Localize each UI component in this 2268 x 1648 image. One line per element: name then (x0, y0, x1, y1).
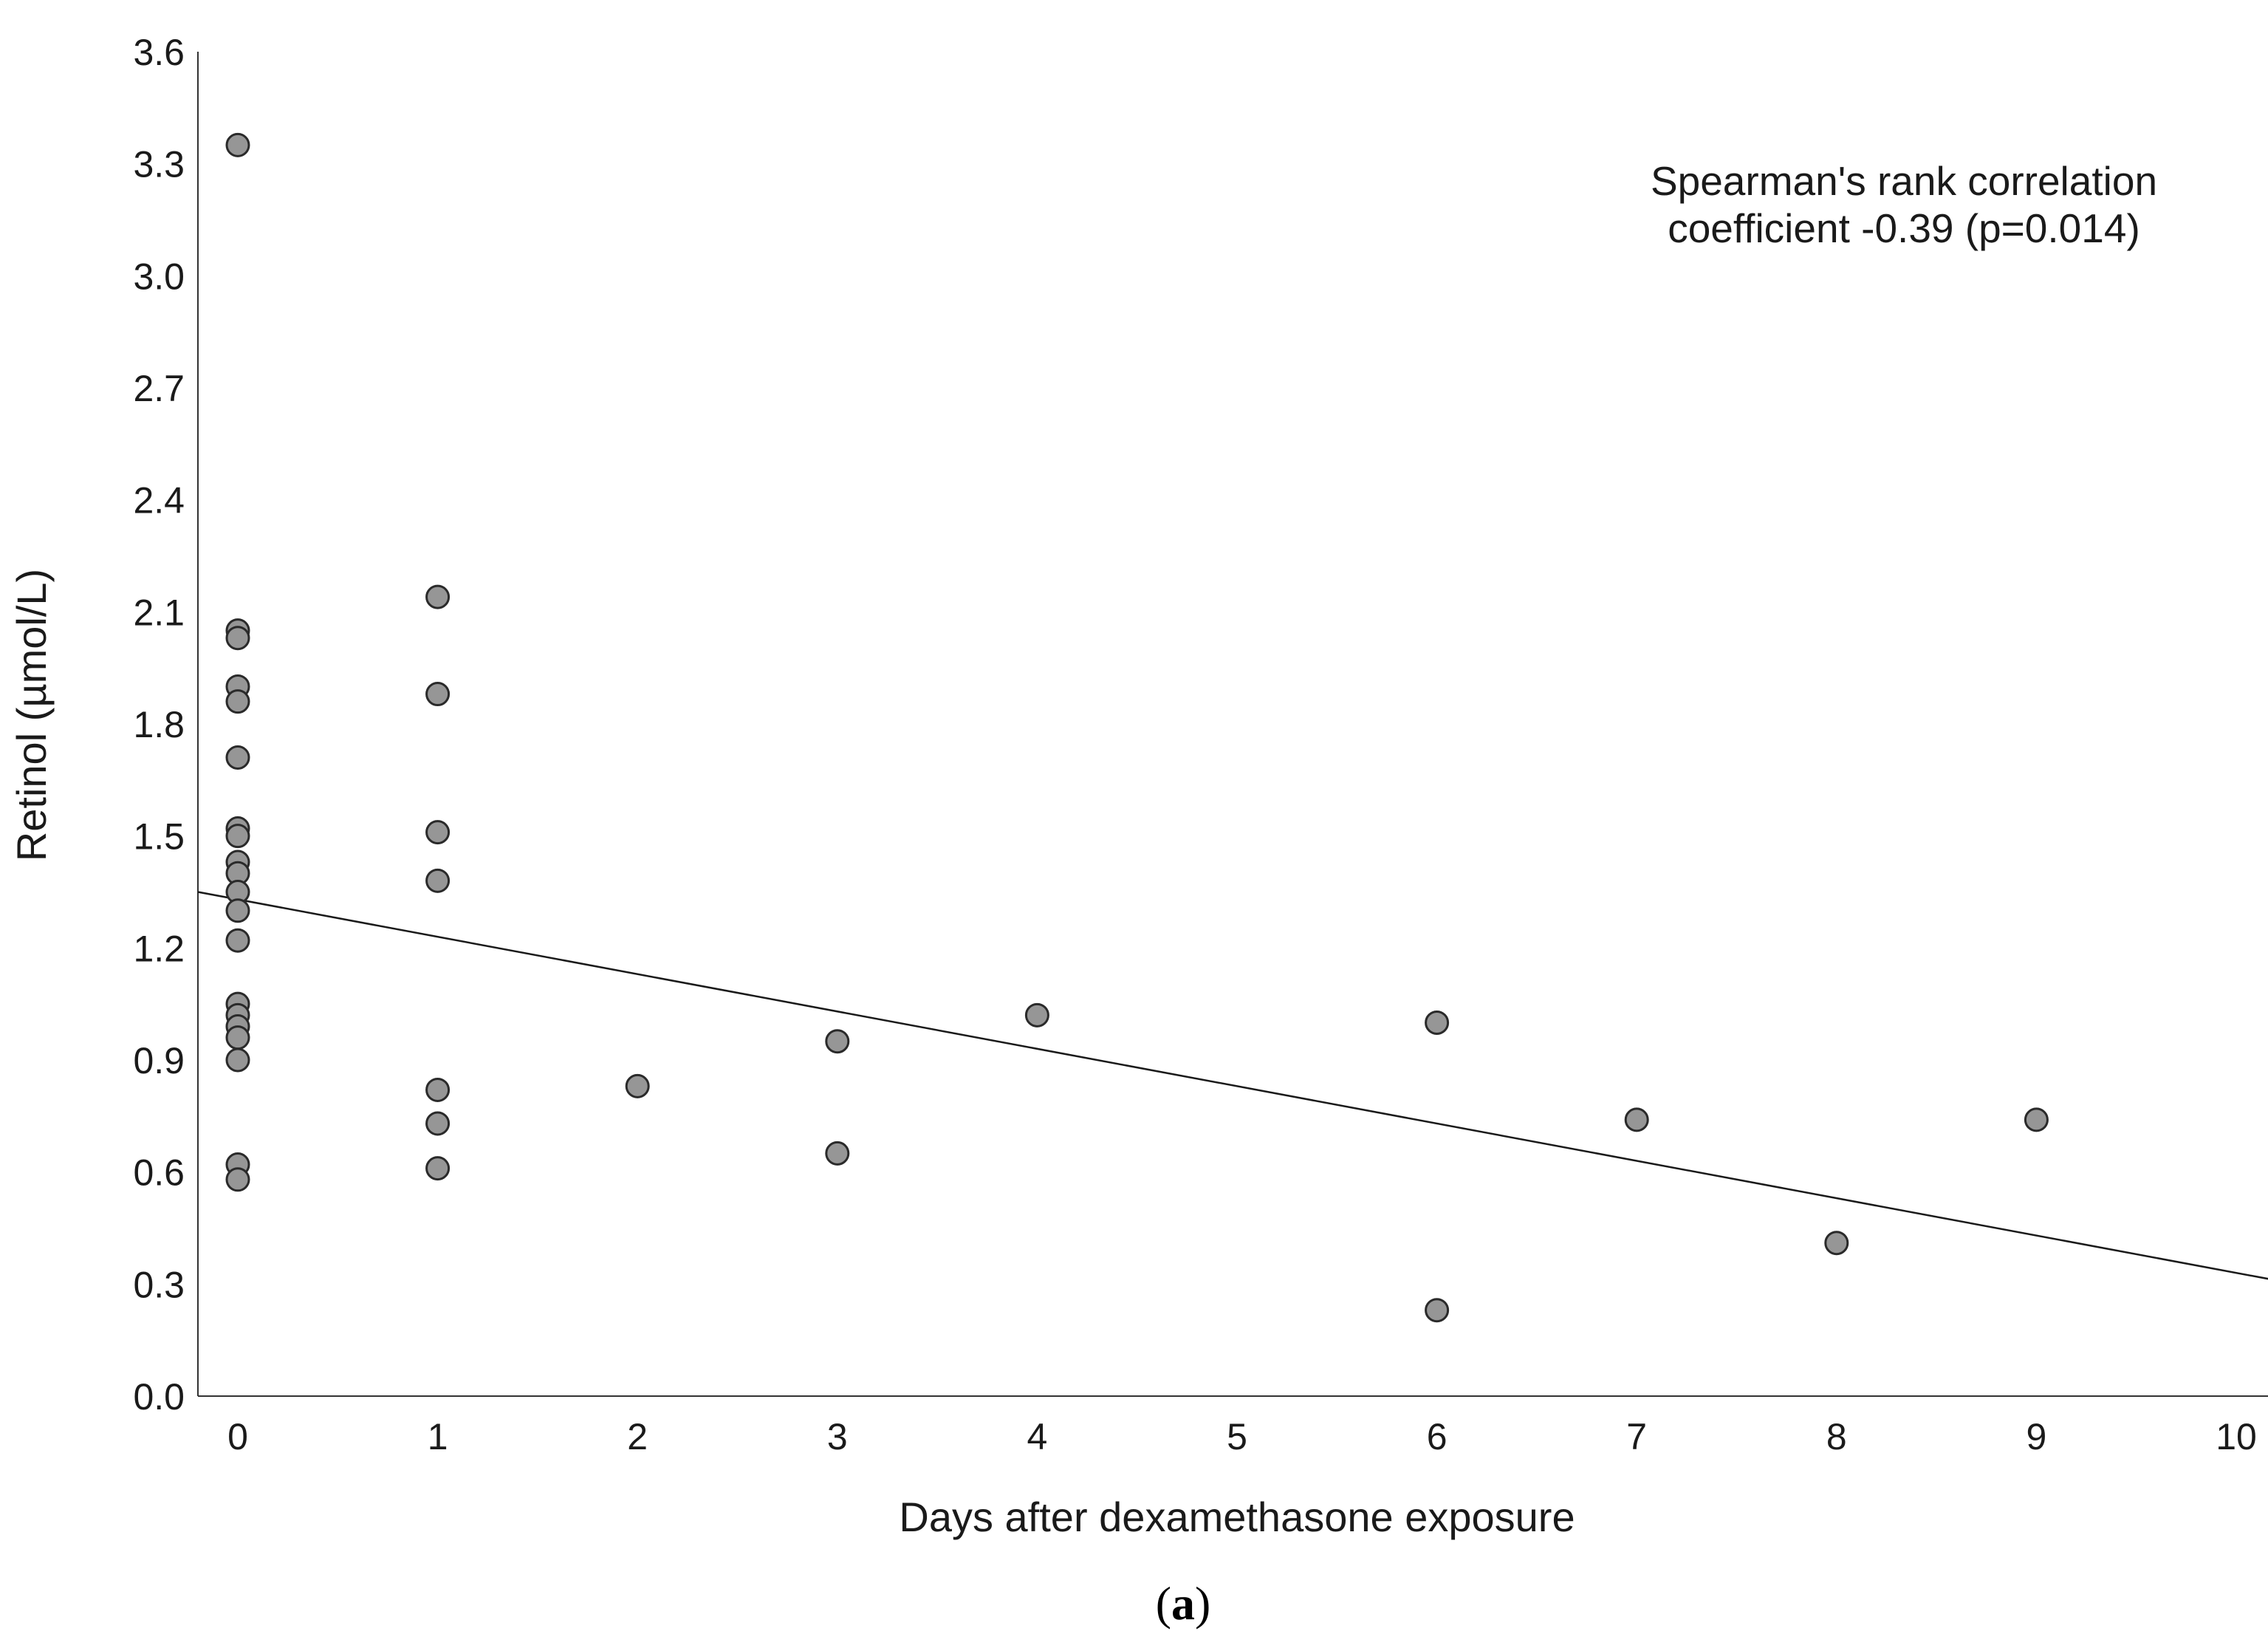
x-tick-label: 0 (227, 1416, 248, 1457)
data-point (425, 1077, 450, 1102)
x-axis-title: Days after dexamethasone exposure (899, 1494, 1575, 1540)
figure-caption: (a) (1156, 1577, 1211, 1630)
data-point (425, 1111, 450, 1136)
y-tick-label: 2.7 (133, 368, 185, 409)
data-point (225, 1047, 250, 1073)
data-point (1425, 1298, 1450, 1323)
y-tick-label: 1.5 (133, 816, 185, 858)
data-point (225, 824, 250, 849)
x-tick-labels: 0 1 2 3 4 5 6 7 8 9 10 (227, 1416, 2257, 1457)
x-tick-label: 2 (627, 1416, 648, 1457)
caption-close-paren: ) (1195, 1577, 1210, 1630)
data-point (825, 1029, 850, 1054)
data-point (225, 745, 250, 770)
y-tick-label: 0.6 (133, 1152, 185, 1194)
data-point (225, 928, 250, 953)
y-tick-label: 1.8 (133, 704, 185, 745)
x-tick-label: 1 (428, 1416, 448, 1457)
x-tick-label: 7 (1626, 1416, 1647, 1457)
data-point (825, 1141, 850, 1166)
caption-open-paren: ( (1156, 1577, 1171, 1630)
trend-line (197, 891, 2268, 1280)
data-point (1024, 1002, 1049, 1028)
data-point (425, 682, 450, 707)
x-tick-label: 10 (2216, 1416, 2257, 1457)
data-point (425, 584, 450, 609)
x-tick-label: 6 (1427, 1416, 1448, 1457)
data-point (425, 1156, 450, 1181)
x-tick-label: 5 (1227, 1416, 1247, 1457)
y-tick-label: 0.0 (133, 1376, 185, 1418)
y-tick-label: 2.4 (133, 480, 185, 522)
data-point (225, 898, 250, 923)
data-point (425, 820, 450, 845)
y-tick-label: 1.2 (133, 928, 185, 969)
y-tick-labels: 0.0 0.3 0.6 0.9 1.2 1.5 1.8 2.1 2.4 2.7 3.0 3.3 3.6 (133, 32, 185, 1418)
data-point (2024, 1107, 2049, 1132)
x-tick-label: 4 (1027, 1416, 1047, 1457)
data-point (1425, 1010, 1450, 1035)
correlation-annotation-line-2: coefficient -0.39 (p=0.014) (1668, 205, 2140, 251)
data-point (225, 689, 250, 714)
y-tick-label: 3.3 (133, 144, 185, 185)
x-tick-label: 8 (1826, 1416, 1847, 1457)
data-point (225, 1025, 250, 1050)
x-tick-label: 9 (2026, 1416, 2046, 1457)
data-point (425, 868, 450, 893)
y-tick-label: 2.1 (133, 592, 185, 633)
y-tick-label: 0.3 (133, 1264, 185, 1305)
data-point (225, 626, 250, 651)
data-point (1824, 1231, 1849, 1256)
data-point (225, 132, 250, 157)
y-tick-label: 3.0 (133, 256, 185, 297)
data-point (225, 1167, 250, 1192)
data-points (225, 132, 2049, 1323)
y-axis-title: Retinol (µmol/L) (8, 569, 55, 861)
data-point (1624, 1107, 1649, 1132)
correlation-annotation-line-1: Spearman's rank correlation (1651, 158, 2157, 204)
y-tick-label: 3.6 (133, 32, 185, 73)
y-tick-label: 0.9 (133, 1040, 185, 1081)
caption-letter: a (1171, 1577, 1195, 1630)
data-point (625, 1073, 650, 1098)
x-tick-label: 3 (827, 1416, 848, 1457)
